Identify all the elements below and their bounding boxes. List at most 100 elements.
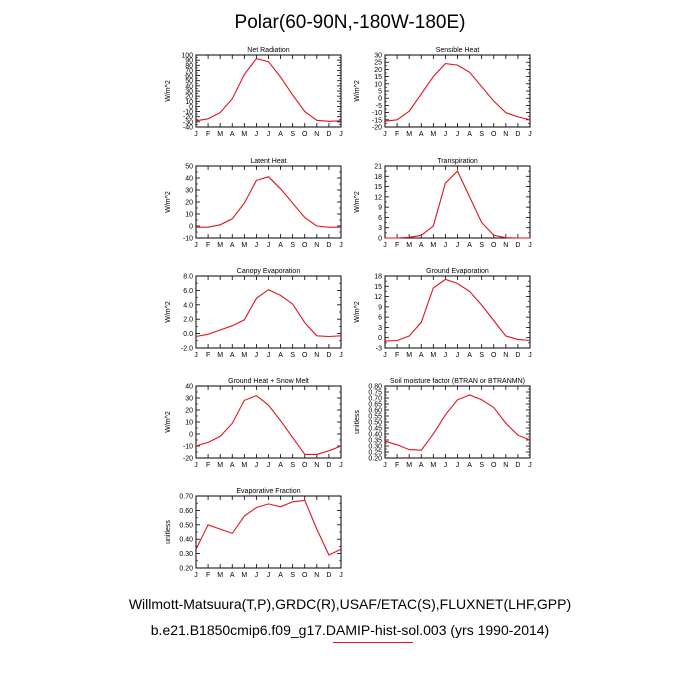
- y-tick-label: 40: [185, 83, 193, 90]
- x-tick-label: F: [395, 131, 399, 138]
- x-tick-label: J: [444, 462, 448, 469]
- x-tick-label: O: [491, 352, 497, 359]
- x-tick-label: J: [255, 352, 259, 359]
- y-tick-label: 60: [185, 73, 193, 80]
- x-tick-label: S: [479, 242, 484, 249]
- y-tick-label: 0.60: [179, 508, 193, 515]
- y-tick-label: 10: [185, 212, 193, 219]
- y-axis-label: W/m^2: [165, 80, 172, 102]
- chart-title: Latent Heat: [250, 158, 286, 165]
- x-tick-label: S: [479, 131, 484, 138]
- x-tick-label: D: [326, 242, 331, 249]
- x-tick-label: O: [491, 131, 497, 138]
- x-tick-label: N: [503, 462, 508, 469]
- x-tick-label: J: [528, 462, 532, 469]
- y-tick-label: 0.40: [368, 432, 382, 439]
- x-tick-label: J: [444, 352, 448, 359]
- y-tick-label: 0.60: [368, 408, 382, 415]
- y-tick-label: 20: [185, 408, 193, 415]
- x-tick-label: M: [217, 462, 223, 469]
- y-tick-label: -15: [372, 117, 382, 124]
- page-title: Polar(60-90N,-180W-180E): [234, 12, 466, 33]
- y-tick-label: 15: [374, 74, 382, 81]
- x-tick-label: F: [206, 242, 210, 249]
- y-tick-label: 0: [189, 432, 193, 439]
- y-tick-label: 0: [378, 335, 382, 342]
- x-tick-label: A: [278, 352, 283, 359]
- y-tick-label: 30: [185, 188, 193, 195]
- y-tick-label: 0: [189, 104, 193, 111]
- y-tick-label: 0.65: [368, 402, 382, 409]
- x-tick-label: J: [528, 352, 532, 359]
- y-tick-label: 0.20: [368, 456, 382, 463]
- y-tick-label: 2.0: [183, 317, 193, 324]
- chart-title: Evaporative Fraction: [236, 488, 300, 495]
- x-tick-label: J: [456, 462, 460, 469]
- x-tick-label: O: [491, 242, 497, 249]
- plot-frame: [384, 54, 531, 128]
- series-line: [195, 289, 342, 338]
- plot-frame: [384, 385, 531, 459]
- chart-panel-0: Net RadiationW/m^21009080706050403020100…: [165, 47, 343, 138]
- x-tick-label: D: [326, 572, 331, 579]
- x-tick-label: J: [255, 131, 259, 138]
- series-line: [384, 394, 531, 451]
- chart-panel-6: Ground Heat + Snow Melt W/m^2 40 30 20 10 0 -10…: [165, 378, 343, 469]
- x-tick-label: A: [467, 242, 472, 249]
- y-tick-label: 10: [185, 99, 193, 106]
- x-tick-label: A: [230, 242, 235, 249]
- x-tick-label: A: [278, 242, 283, 249]
- y-tick-label: 50: [185, 164, 193, 171]
- x-tick-label: F: [206, 462, 210, 469]
- x-tick-label: J: [456, 242, 460, 249]
- x-tick-label: J: [267, 572, 271, 579]
- y-tick-label: 6: [378, 215, 382, 222]
- chart-title: Ground Evaporation: [426, 268, 489, 275]
- x-tick-label: M: [241, 242, 247, 249]
- y-tick-label: 4.0: [183, 302, 193, 309]
- x-tick-label: M: [217, 131, 223, 138]
- y-tick-label: 20: [185, 200, 193, 207]
- x-tick-label: J: [267, 352, 271, 359]
- x-tick-label: O: [302, 242, 308, 249]
- y-tick-label: -5: [376, 103, 382, 110]
- x-tick-label: N: [503, 131, 508, 138]
- x-tick-label: S: [479, 462, 484, 469]
- plot-frame: [195, 275, 342, 349]
- y-tick-label: 0.75: [368, 390, 382, 397]
- y-tick-label: 18: [374, 274, 382, 281]
- y-axis-label: W/m^2: [165, 411, 172, 433]
- chart-title: Canopy Evaporation: [237, 268, 301, 275]
- y-tick-label: 15: [374, 284, 382, 291]
- x-tick-label: D: [515, 131, 520, 138]
- chart-panel-1: Sensible Heat W/m^2 302520151050-5-10-15-2…: [354, 47, 532, 138]
- y-tick-label: 0.25: [368, 450, 382, 457]
- x-tick-label: M: [241, 352, 247, 359]
- chart-panel-7: Soil moisture factor (BTRAN or BTRANMN) u…: [354, 378, 532, 469]
- y-tick-label: 80: [185, 63, 193, 70]
- chart-panel-8: Evaporative Fraction unitless 0.70 0.60 0.50…: [165, 488, 343, 579]
- x-tick-label: S: [290, 131, 295, 138]
- y-tick-label: 0: [378, 236, 382, 243]
- x-tick-label: D: [515, 462, 520, 469]
- x-tick-label: A: [230, 572, 235, 579]
- x-tick-label: A: [467, 462, 472, 469]
- x-tick-label: J: [255, 242, 259, 249]
- y-tick-label: 21: [374, 164, 382, 171]
- caption-underline: [333, 642, 413, 643]
- x-tick-label: A: [419, 242, 424, 249]
- y-tick-label: 20: [374, 67, 382, 74]
- y-tick-label: 12: [374, 294, 382, 301]
- caption-case-name: b.e21.B1850cmip6.f09_g17.DAMIP-hist-sol.…: [150, 622, 550, 638]
- y-tick-label: 0.50: [368, 420, 382, 427]
- x-tick-label: J: [528, 131, 532, 138]
- plot-frame: [195, 54, 342, 128]
- plot-frame: [195, 385, 342, 459]
- series-line: [195, 394, 342, 455]
- x-tick-label: M: [406, 462, 412, 469]
- x-tick-label: D: [515, 242, 520, 249]
- x-tick-label: J: [194, 352, 198, 359]
- x-tick-label: F: [395, 462, 399, 469]
- y-tick-label: 70: [185, 68, 193, 75]
